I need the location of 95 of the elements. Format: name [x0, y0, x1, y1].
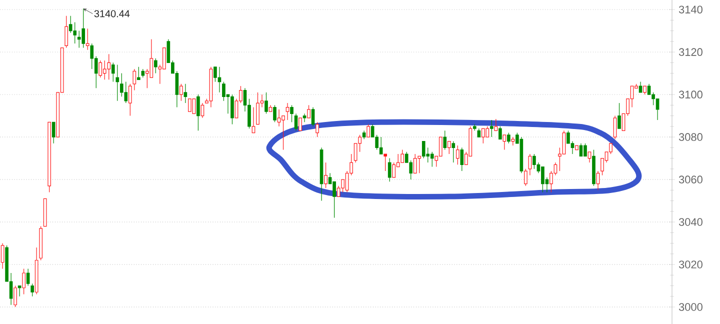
candlestick	[77, 30, 81, 48]
candlestick	[438, 136, 442, 156]
candlestick	[486, 126, 490, 138]
candlestick	[562, 130, 566, 154]
candlestick	[154, 58, 158, 74]
candlestick	[613, 115, 617, 140]
candlestick	[68, 16, 72, 34]
candlestick	[277, 109, 281, 127]
candlestick	[588, 152, 592, 163]
candlestick	[392, 162, 396, 178]
candlestick	[324, 162, 328, 188]
candlestick	[460, 147, 464, 172]
candlestick	[502, 134, 506, 150]
candlestick	[116, 64, 120, 102]
y-tick-label: 3100	[678, 90, 702, 98]
candlestick	[264, 92, 268, 114]
candlestick	[430, 152, 434, 168]
candlestick	[120, 72, 124, 97]
candlestick	[0, 242, 4, 270]
candlestick	[524, 168, 528, 186]
candlestick	[311, 106, 315, 127]
candlestick	[584, 143, 587, 156]
candlestick	[307, 104, 310, 118]
candlestick	[136, 66, 140, 80]
candlestick	[286, 102, 290, 120]
candlestick	[443, 130, 447, 150]
candlestick	[252, 106, 256, 134]
candlestick	[282, 115, 285, 150]
candlestick	[418, 156, 422, 174]
candlestick	[256, 92, 260, 125]
candlestick	[290, 104, 294, 122]
candlestick	[222, 81, 226, 102]
candlestick	[400, 149, 404, 163]
candlestick	[184, 84, 188, 104]
candlestick	[384, 154, 388, 172]
candlestick	[128, 84, 132, 116]
y-tick-label: 3060	[678, 176, 702, 184]
candlestick	[230, 94, 234, 125]
candlestick	[180, 84, 183, 102]
candlestick	[447, 140, 451, 154]
candlestick	[26, 268, 30, 286]
candlestick	[388, 158, 392, 182]
candlestick	[566, 130, 570, 144]
candlestick	[532, 154, 536, 170]
candlestick	[188, 98, 192, 112]
candlestick	[294, 113, 298, 131]
candlestick	[192, 98, 196, 114]
candlestick	[507, 132, 510, 144]
candlestick	[273, 104, 276, 122]
candlestick	[73, 22, 77, 44]
candlestick	[482, 128, 485, 144]
candlestick	[422, 140, 426, 159]
candlestick	[456, 145, 460, 165]
candlestick	[541, 166, 544, 193]
candlestick	[490, 120, 494, 138]
candlestick	[379, 136, 383, 154]
candlestick	[214, 66, 217, 82]
y-tick-label: 3020	[678, 260, 702, 268]
candlestick	[218, 66, 222, 93]
candlestick	[90, 43, 94, 70]
candlestick	[332, 181, 336, 218]
y-tick-label: 3040	[678, 218, 702, 226]
candlestick	[124, 81, 128, 104]
candlestick	[102, 60, 106, 80]
candlestick	[498, 126, 502, 140]
candlestick	[366, 124, 370, 138]
y-tick-label: 3080	[678, 133, 702, 141]
candlestick	[18, 285, 22, 297]
candlestick	[413, 154, 417, 174]
candlestick	[638, 81, 642, 93]
candlestick	[298, 118, 302, 131]
candlestick	[64, 16, 68, 48]
candlestick	[150, 39, 154, 78]
candlestick	[511, 136, 515, 146]
candlestick	[452, 140, 456, 163]
y-tick-label: 3120	[678, 48, 702, 56]
candlestick	[107, 54, 111, 80]
candlestick	[82, 8, 86, 48]
y-tick-label: 3140	[678, 6, 702, 14]
candlestick	[494, 118, 498, 131]
candlestick	[579, 143, 583, 156]
candlestick	[30, 283, 34, 297]
candlestick	[52, 122, 56, 144]
candlestick	[22, 268, 26, 295]
candlestick	[86, 28, 90, 50]
candlestick	[647, 84, 651, 95]
candlestick	[98, 60, 102, 78]
candlestick	[14, 285, 17, 308]
candlestick	[618, 102, 621, 129]
y-tick-label: 3000	[678, 303, 702, 311]
candlestick	[111, 62, 115, 82]
annotation: 3140.44	[94, 10, 130, 18]
candlestick	[316, 122, 319, 138]
candlestick	[132, 68, 136, 91]
candlestick	[196, 94, 200, 131]
